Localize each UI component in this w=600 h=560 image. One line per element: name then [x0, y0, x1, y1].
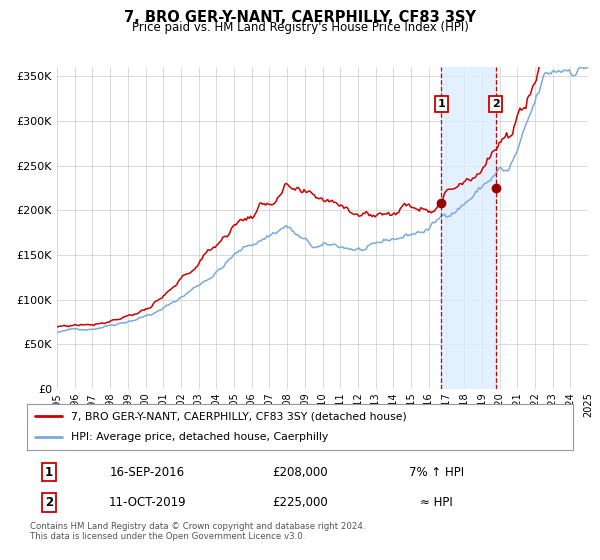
Text: 16-SEP-2016: 16-SEP-2016 — [110, 465, 185, 479]
Bar — [442, 67, 496, 389]
Text: £225,000: £225,000 — [272, 496, 328, 509]
Text: 7, BRO GER-Y-NANT, CAERPHILLY, CF83 3SY: 7, BRO GER-Y-NANT, CAERPHILLY, CF83 3SY — [124, 10, 476, 25]
Text: 2: 2 — [492, 99, 500, 109]
Text: Contains HM Land Registry data © Crown copyright and database right 2024.
This d: Contains HM Land Registry data © Crown c… — [30, 522, 365, 542]
Text: 2: 2 — [45, 496, 53, 509]
Text: 1: 1 — [45, 465, 53, 479]
Text: 1: 1 — [437, 99, 445, 109]
Text: 7% ↑ HPI: 7% ↑ HPI — [409, 465, 464, 479]
Text: 11-OCT-2019: 11-OCT-2019 — [109, 496, 186, 509]
Text: 7, BRO GER-Y-NANT, CAERPHILLY, CF83 3SY (detached house): 7, BRO GER-Y-NANT, CAERPHILLY, CF83 3SY … — [71, 411, 406, 421]
Text: HPI: Average price, detached house, Caerphilly: HPI: Average price, detached house, Caer… — [71, 432, 328, 442]
Text: ≈ HPI: ≈ HPI — [420, 496, 453, 509]
Text: Price paid vs. HM Land Registry's House Price Index (HPI): Price paid vs. HM Land Registry's House … — [131, 21, 469, 34]
Text: £208,000: £208,000 — [272, 465, 328, 479]
